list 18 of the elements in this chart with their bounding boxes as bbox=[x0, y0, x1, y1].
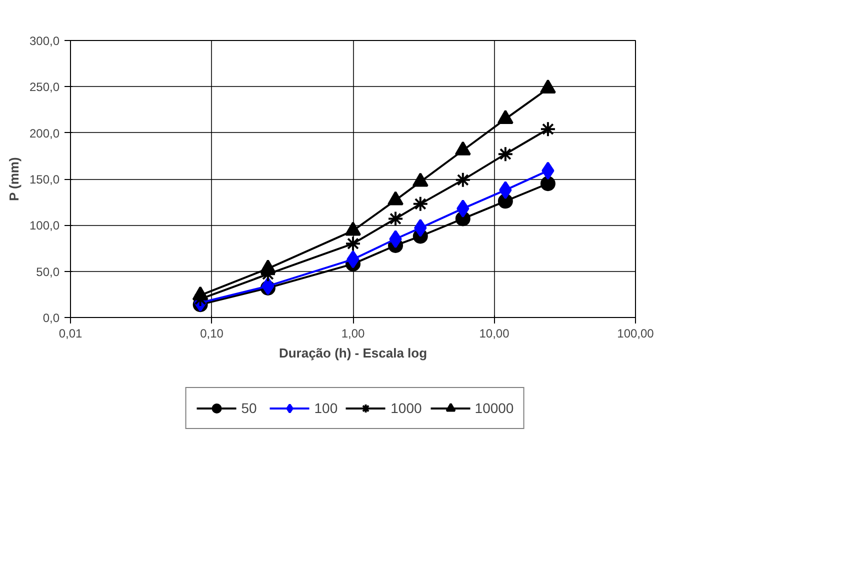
x-axis-title: Duração (h) - Escala log bbox=[278, 346, 428, 360]
y-tick-label: 150,0 bbox=[29, 172, 60, 186]
legend-label: 1000 bbox=[390, 400, 422, 416]
y-tick-label: 50,0 bbox=[36, 264, 60, 279]
legend-label: 100 bbox=[314, 400, 338, 416]
y-tick-label: 100,0 bbox=[29, 218, 60, 233]
x-tick-label: 100,00 bbox=[617, 326, 654, 340]
x-tick-label: 10,00 bbox=[479, 326, 510, 340]
y-tick-label: 250,0 bbox=[29, 80, 60, 94]
legend-label: 10000 bbox=[474, 400, 514, 416]
x-tick-label: 0,01 bbox=[58, 326, 83, 340]
y-tick-label: 300,0 bbox=[29, 34, 60, 48]
x-tick-label: 1,00 bbox=[341, 326, 366, 340]
y-tick-label: 200,0 bbox=[29, 126, 60, 140]
y-axis-title: P (mm) bbox=[6, 157, 22, 202]
legend-label: 50 bbox=[241, 400, 258, 416]
y-tick-label: 0,0 bbox=[42, 311, 60, 325]
x-tick-label: 0,10 bbox=[200, 326, 224, 340]
